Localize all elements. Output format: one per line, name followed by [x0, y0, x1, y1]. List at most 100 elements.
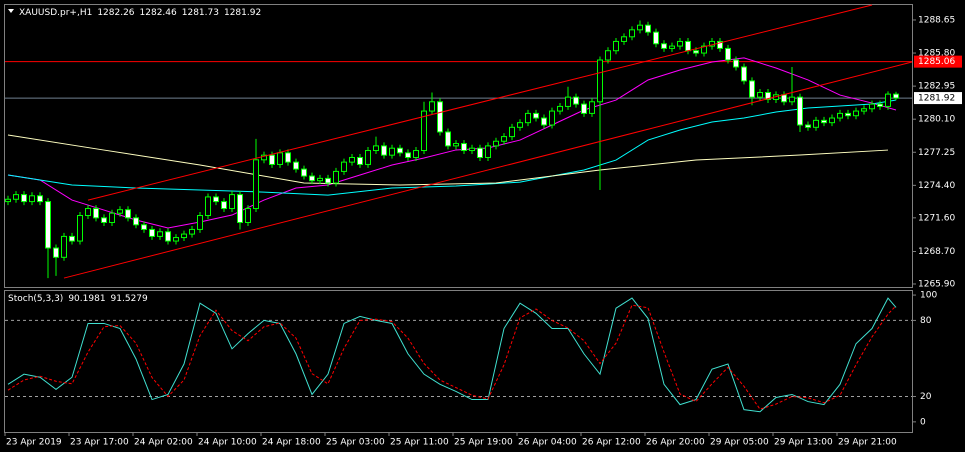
candle-body: [701, 45, 707, 54]
candle-body: [797, 96, 803, 126]
moving-average: [7, 57, 897, 229]
x-tick-label: 23 Apr 17:00: [70, 438, 129, 448]
candle-body: [157, 231, 163, 237]
candle-body: [13, 194, 19, 200]
candle-body: [461, 143, 467, 152]
stoch-line: [7, 304, 897, 410]
candle-body: [389, 147, 395, 156]
candle-body: [829, 117, 835, 124]
candle-body: [213, 196, 219, 203]
price-label: 1281.92: [918, 94, 955, 104]
y-tick-label: 0: [920, 417, 926, 427]
candle-body: [781, 94, 787, 103]
candle-body: [469, 147, 475, 152]
candle-body: [637, 24, 643, 31]
ohlc-value: 1282.46: [140, 8, 177, 18]
candle-body: [437, 101, 443, 133]
candle-body: [365, 150, 371, 165]
candle-body: [5, 198, 11, 203]
candle-body: [837, 112, 843, 119]
candle-body: [301, 168, 307, 177]
candle-body: [309, 175, 315, 182]
candle-body: [477, 147, 483, 158]
candle-body: [525, 112, 531, 124]
ohlc-value: 1282.26: [97, 8, 134, 18]
candle-body: [885, 93, 891, 107]
candle-body: [605, 50, 611, 61]
candle-body: [805, 124, 811, 128]
candle-body: [869, 103, 875, 110]
x-tick-label: 26 Apr 12:00: [582, 438, 641, 448]
price-header: XAUUSD.pr+,H1 1282.26 1282.46 1281.73 1281.9…: [19, 8, 261, 18]
candle-body: [285, 152, 291, 163]
candle-body: [325, 177, 331, 184]
candle-body: [133, 217, 139, 226]
candle-body: [653, 31, 659, 45]
stoch-panel-frame: [4, 290, 913, 433]
candle-body: [413, 150, 419, 158]
candle-body: [349, 156, 355, 163]
candle-body: [517, 122, 523, 128]
candle-body: [501, 136, 507, 142]
candle-body: [165, 231, 171, 242]
y-tick-label: 1265.90: [918, 279, 955, 289]
candle-body: [509, 126, 515, 138]
candle-body: [789, 96, 795, 103]
candle-body: [445, 131, 451, 147]
candle-body: [21, 194, 27, 203]
y-tick-label: 1288.65: [918, 15, 955, 25]
candle-body: [125, 209, 131, 219]
trend-line: [63, 61, 913, 279]
candle-body: [85, 208, 91, 217]
symbol: XAUUSD.pr+,H1: [19, 8, 92, 18]
candle-body: [117, 209, 123, 214]
candle-body: [189, 228, 195, 235]
y-tick-label: 1268.70: [918, 247, 955, 257]
candle-body: [693, 50, 699, 54]
candle-body: [197, 215, 203, 230]
price-label-box: [914, 55, 962, 68]
candle-body: [613, 40, 619, 52]
candle-body: [573, 96, 579, 105]
candle-body: [893, 93, 899, 99]
candle-body: [733, 59, 739, 68]
candle-body: [45, 201, 51, 249]
candle-body: [109, 212, 115, 223]
candle-body: [245, 208, 251, 223]
x-tick-label: 24 Apr 10:00: [198, 438, 257, 448]
candle-body: [29, 195, 35, 203]
candle-body: [397, 147, 403, 154]
candle-body: [237, 194, 243, 223]
candle-body: [205, 196, 211, 217]
x-tick-label: 26 Apr 04:00: [518, 438, 577, 448]
x-tick-label: 24 Apr 18:00: [262, 438, 321, 448]
y-tick-label: 80: [920, 316, 932, 326]
menu-triangle[interactable]: [8, 9, 14, 13]
candle-body: [77, 215, 83, 242]
candle-body: [549, 110, 555, 126]
indicator-value: 90.1981: [68, 294, 105, 304]
x-tick-label: 24 Apr 02:00: [134, 438, 193, 448]
candle-body: [69, 235, 75, 242]
candle-body: [421, 110, 427, 152]
candle-body: [61, 235, 67, 258]
stoch-line: [7, 297, 897, 413]
ohlc-value: 1281.92: [224, 8, 261, 18]
candle-body: [261, 154, 267, 161]
trend-line: [87, 4, 873, 201]
candle-body: [629, 29, 635, 38]
candle-body: [877, 103, 883, 107]
candle-body: [645, 24, 651, 33]
y-tick-label: 1280.10: [918, 115, 955, 125]
candle-body: [669, 45, 675, 49]
candle-body: [357, 156, 363, 165]
candle-body: [717, 40, 723, 49]
candle-body: [741, 66, 747, 82]
y-tick-label: 100: [920, 291, 937, 301]
candle-body: [677, 40, 683, 47]
candle-body: [685, 40, 691, 52]
x-tick-label: 26 Apr 20:00: [646, 438, 705, 448]
candle-body: [597, 59, 603, 103]
candle-body: [749, 80, 755, 98]
